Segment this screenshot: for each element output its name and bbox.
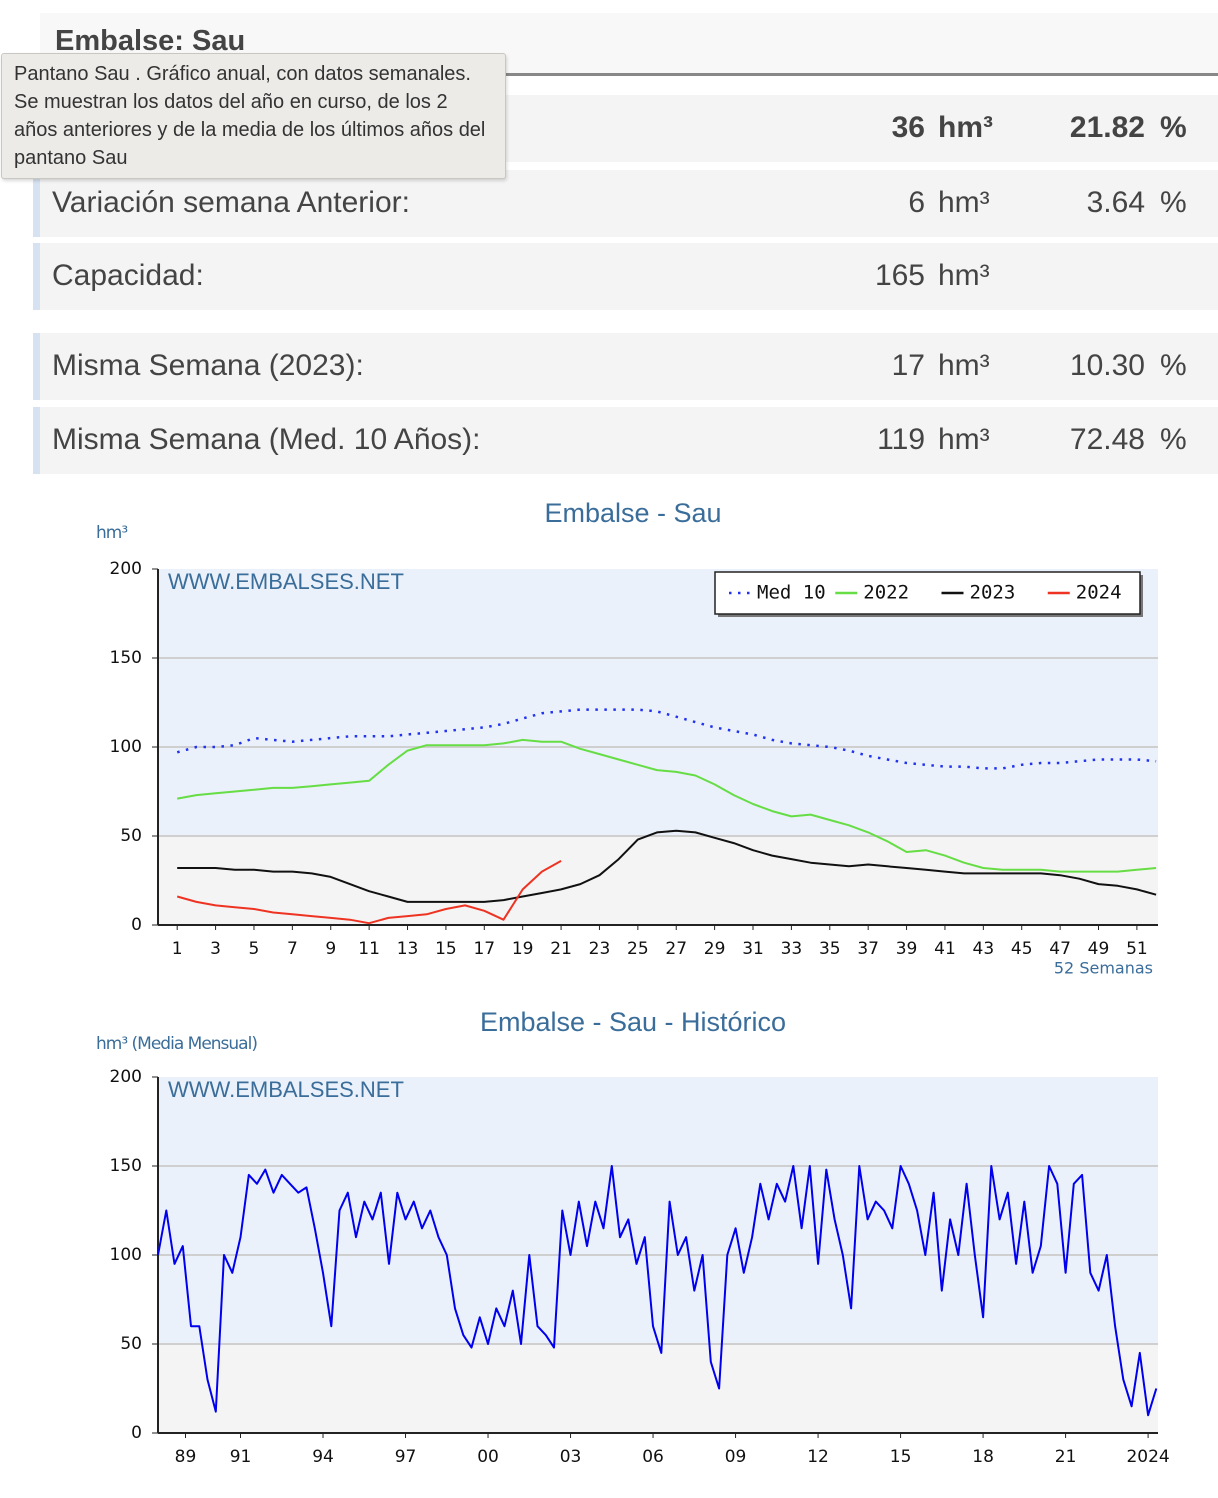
cell-value: 165 — [874, 259, 925, 292]
y-tick-label: 100 — [110, 737, 142, 757]
x-tick-label: 5 — [249, 939, 260, 959]
tooltip: Pantano Sau . Gráfico anual, con datos s… — [1, 53, 506, 179]
x-tick-label: 39 — [896, 939, 918, 959]
x-tick-label: 7 — [287, 939, 298, 959]
cell-unit: hm³ — [938, 349, 990, 382]
legend-label: Med 10 — [757, 582, 826, 604]
y-axis-label: hm³ — [96, 523, 127, 543]
cell-unit: hm³ — [938, 111, 993, 144]
y-tick-label: 0 — [131, 1423, 142, 1443]
cell-percent-unit: % — [1160, 349, 1187, 382]
series-line — [176, 860, 562, 925]
x-tick-label: 03 — [560, 1447, 582, 1467]
cell-value: 17 — [891, 349, 925, 382]
series-line — [157, 1165, 1158, 1417]
legend-label: 2024 — [1076, 582, 1122, 604]
x-tick-label: 47 — [1049, 939, 1071, 959]
plot-band — [158, 1344, 1158, 1433]
x-tick-label: 18 — [972, 1447, 994, 1467]
cell-label: Misma Semana (Med. 10 Años): — [52, 423, 481, 456]
x-tick-label: 3 — [210, 939, 221, 959]
x-tick-label: 12 — [807, 1447, 829, 1467]
legend-label: 2023 — [970, 582, 1016, 604]
chart-title: Embalse - Sau — [544, 498, 721, 528]
y-tick-label: 50 — [120, 826, 142, 846]
table-row: Capacidad: 165 hm³ — [33, 243, 1218, 310]
cell-unit: hm³ — [938, 259, 990, 292]
x-tick-label: 35 — [819, 939, 841, 959]
x-tick-label: 91 — [230, 1447, 252, 1467]
watermark: WWW.EMBALSES.NET — [168, 569, 404, 594]
series-line — [177, 738, 1157, 873]
x-tick-label: 00 — [477, 1447, 499, 1467]
x-tick-label: 21 — [550, 939, 572, 959]
series-line — [177, 829, 1157, 903]
x-tick-label: 49 — [1088, 939, 1110, 959]
cell-unit: hm³ — [938, 186, 990, 219]
x-tick-label: 15 — [890, 1447, 912, 1467]
y-tick-label: 0 — [131, 915, 142, 935]
cell-unit: hm³ — [938, 423, 990, 456]
x-tick-label: 11 — [358, 939, 380, 959]
y-tick-label: 150 — [110, 648, 142, 668]
chart-title: Embalse - Sau - Histórico — [480, 1007, 786, 1037]
cell-label: Capacidad: — [52, 259, 204, 292]
cell-label: Variación semana Anterior: — [52, 186, 410, 219]
x-tick-label: 2024 — [1126, 1447, 1169, 1467]
x-tick-label: 29 — [704, 939, 726, 959]
cell-value: 119 — [877, 423, 925, 456]
cell-label: Misma Semana (2023): — [52, 349, 364, 382]
cell-percent: 3.64 — [1086, 186, 1145, 219]
cell-percent-unit: % — [1160, 186, 1187, 219]
x-tick-label: 21 — [1055, 1447, 1077, 1467]
cell-value: 6 — [908, 186, 925, 219]
cell-percent: 10.30 — [1069, 349, 1145, 382]
x-tick-label: 13 — [397, 939, 419, 959]
x-tick-label: 1 — [172, 939, 183, 959]
x-tick-label: 33 — [781, 939, 803, 959]
x-tick-label: 17 — [473, 939, 495, 959]
table-row: Misma Semana (2023): 17 hm³ 10.30% — [33, 333, 1218, 400]
header-title: Embalse: Sau — [55, 25, 246, 57]
x-tick-label: 45 — [1011, 939, 1033, 959]
x-tick-label: 51 — [1126, 939, 1148, 959]
x-tick-label: 41 — [934, 939, 956, 959]
x-tick-label: 15 — [435, 939, 457, 959]
watermark: WWW.EMBALSES.NET — [168, 1077, 404, 1102]
x-tick-label: 09 — [725, 1447, 747, 1467]
x-tick-label: 31 — [742, 939, 764, 959]
cell-percent-unit: % — [1160, 423, 1187, 456]
y-tick-label: 50 — [120, 1334, 142, 1354]
x-tick-label: 97 — [395, 1447, 417, 1467]
y-tick-label: 100 — [110, 1245, 142, 1265]
y-tick-label: 200 — [110, 1067, 142, 1087]
y-tick-label: 200 — [110, 559, 142, 579]
plot-band — [158, 836, 1158, 925]
x-tick-label: 27 — [665, 939, 687, 959]
legend-label: 2022 — [863, 582, 909, 604]
cell-percent: 72.48 — [1069, 423, 1145, 456]
cell-value: 36 — [891, 111, 925, 144]
x-tick-label: 06 — [642, 1447, 664, 1467]
x-axis-label: 52 Semanas — [1054, 959, 1153, 978]
x-tick-label: 94 — [312, 1447, 334, 1467]
x-tick-label: 89 — [175, 1447, 197, 1467]
y-axis-label: hm³ (Media Mensual) — [96, 1034, 257, 1054]
cell-percent-unit: % — [1160, 111, 1187, 144]
x-tick-label: 37 — [857, 939, 879, 959]
x-tick-label: 19 — [512, 939, 534, 959]
x-tick-label: 25 — [627, 939, 649, 959]
x-tick-label: 23 — [589, 939, 611, 959]
table-row: Variación semana Anterior: 6 hm³ 3.64% — [33, 170, 1218, 237]
cell-percent: 21.82 — [1069, 111, 1145, 144]
table-row: Misma Semana (Med. 10 Años): 119 hm³ 72.48% — [33, 407, 1218, 474]
y-tick-label: 150 — [110, 1156, 142, 1176]
x-tick-label: 9 — [325, 939, 336, 959]
x-tick-label: 43 — [973, 939, 995, 959]
